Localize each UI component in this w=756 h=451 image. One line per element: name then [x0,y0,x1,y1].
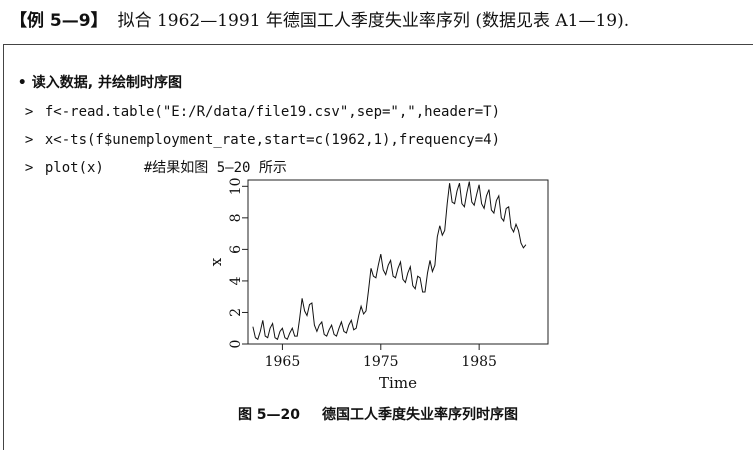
step-title: 读入数据, 并绘制时序图 [31,75,182,91]
figure-title: 德国工人季度失业率序列时序图 [322,407,519,423]
series-line [252,181,527,341]
code-text: f<-read.table("E:/R/data/file19.csv",sep… [44,104,501,120]
code-line: > plot(x) #结果如图 5—20 所示 [8,141,287,177]
y-tick-label: 0 [228,340,244,349]
x-tick-label: 1975 [363,354,399,370]
y-axis-label: x [207,257,225,266]
code-comment: #结果如图 5—20 所示 [143,160,287,176]
y-tick-label: 6 [228,245,244,254]
x-tick-label: 1985 [461,354,497,370]
x-tick-label: 1965 [265,354,301,370]
code-frame [3,44,753,450]
figure-number: 图 5—20 [237,407,301,423]
step-line: • 读入数据, 并绘制时序图 [8,56,182,92]
figure-caption: 图 5—20 德国工人季度失业率序列时序图 [0,404,756,424]
y-tick-label: 10 [228,177,244,195]
prompt-symbol: > [24,160,34,176]
x-axis-label: Time [379,374,417,392]
y-tick-label: 2 [228,308,244,317]
example-heading: 【例 5—9】 拟合 1962—1991 年德国工人季度失业率序列 (数据见表 A… [10,6,750,36]
code-line: > x<-ts(f$unemployment_rate,start=c(1962,… [8,113,500,149]
prompt-symbol: > [24,132,34,148]
example-title: 拟合 1962—1991 年德国工人季度失业率序列 (数据见表 A1—19). [117,11,630,31]
y-tick-label: 8 [228,213,244,222]
y-tick-label: 4 [228,276,244,285]
prompt-symbol: > [24,104,34,120]
plot-frame [247,179,549,345]
bullet-icon: • [17,75,27,91]
time-series-plot: 1965 1975 1985 0 2 4 6 8 10 Time x [207,177,549,392]
code-text: plot(x) [44,160,104,176]
code-text: x<-ts(f$unemployment_rate,start=c(1962,1… [44,132,501,148]
code-line: > f<-read.table("E:/R/data/file19.csv",se… [8,85,500,121]
example-label: 【例 5—9】 [10,11,108,31]
